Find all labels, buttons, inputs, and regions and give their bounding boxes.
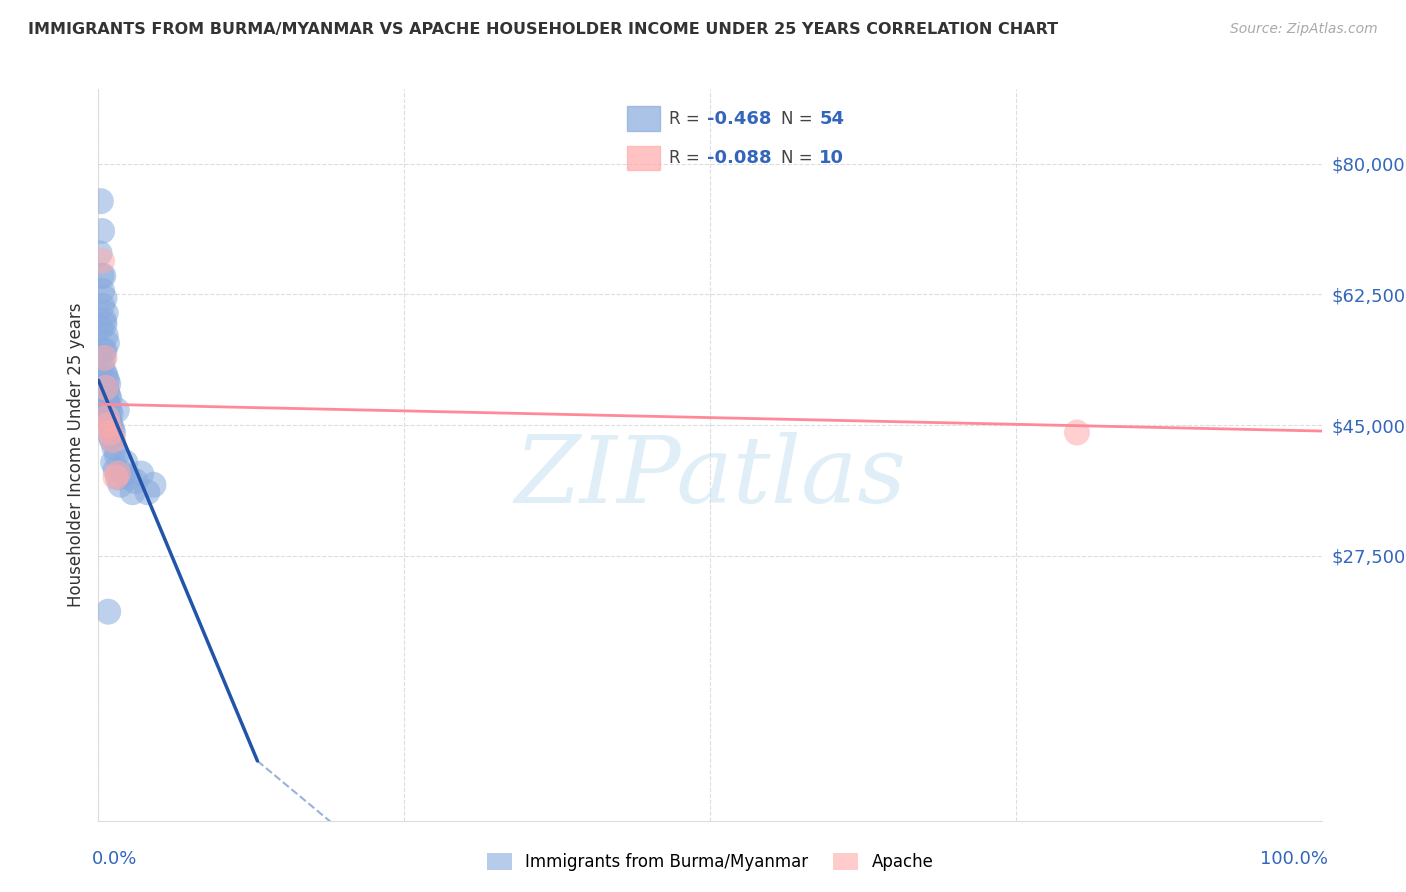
- Point: [97, 400, 120, 414]
- Point: [101, 433, 124, 447]
- Point: [94, 306, 117, 320]
- Point: [93, 351, 115, 365]
- Point: [96, 384, 118, 399]
- Point: [90, 268, 112, 283]
- Point: [93, 291, 115, 305]
- Text: N =: N =: [782, 110, 818, 128]
- Text: -0.468: -0.468: [707, 110, 772, 128]
- Text: 10: 10: [820, 149, 845, 167]
- Text: IMMIGRANTS FROM BURMA/MYANMAR VS APACHE HOUSEHOLDER INCOME UNDER 25 YEARS CORREL: IMMIGRANTS FROM BURMA/MYANMAR VS APACHE …: [28, 22, 1059, 37]
- Point: [98, 403, 121, 417]
- Point: [93, 313, 115, 327]
- Bar: [627, 145, 659, 170]
- Point: [124, 474, 146, 488]
- Text: -0.088: -0.088: [707, 149, 772, 167]
- Point: [100, 418, 122, 433]
- Point: [97, 377, 120, 392]
- Point: [91, 359, 114, 373]
- Point: [94, 369, 117, 384]
- Point: [98, 392, 121, 406]
- Text: R =: R =: [669, 149, 704, 167]
- Text: N =: N =: [782, 149, 818, 167]
- Point: [107, 467, 129, 481]
- Point: [91, 299, 114, 313]
- Point: [104, 463, 127, 477]
- Point: [101, 422, 124, 436]
- Point: [91, 343, 114, 358]
- Point: [105, 403, 128, 417]
- Point: [114, 455, 136, 469]
- Point: [93, 343, 115, 358]
- Point: [101, 433, 124, 447]
- Point: [97, 605, 120, 619]
- Text: Source: ZipAtlas.com: Source: ZipAtlas.com: [1230, 22, 1378, 37]
- Point: [96, 335, 118, 350]
- Point: [91, 284, 114, 298]
- Text: 54: 54: [820, 110, 845, 128]
- Point: [142, 477, 165, 491]
- Point: [111, 467, 134, 481]
- Point: [118, 470, 141, 484]
- Point: [89, 246, 111, 260]
- Point: [104, 470, 127, 484]
- Y-axis label: Householder Income Under 25 years: Householder Income Under 25 years: [66, 302, 84, 607]
- Point: [101, 425, 124, 440]
- Point: [100, 425, 122, 440]
- Bar: [627, 106, 659, 131]
- Point: [90, 194, 112, 209]
- Point: [1066, 425, 1088, 440]
- Point: [97, 388, 120, 402]
- Point: [100, 407, 122, 421]
- Text: 0.0%: 0.0%: [93, 850, 138, 868]
- Point: [96, 395, 118, 409]
- Point: [91, 351, 114, 365]
- Legend: Immigrants from Burma/Myanmar, Apache: Immigrants from Burma/Myanmar, Apache: [479, 847, 941, 878]
- Point: [96, 410, 118, 425]
- Point: [93, 318, 115, 332]
- Text: ZIPatlas: ZIPatlas: [515, 432, 905, 522]
- Text: 100.0%: 100.0%: [1260, 850, 1327, 868]
- Point: [98, 414, 121, 428]
- Point: [97, 410, 120, 425]
- Point: [129, 467, 152, 481]
- Point: [97, 418, 120, 433]
- Point: [136, 485, 159, 500]
- Point: [96, 373, 118, 387]
- Text: R =: R =: [669, 110, 704, 128]
- Point: [94, 381, 117, 395]
- Point: [91, 224, 114, 238]
- Point: [90, 321, 112, 335]
- Point: [121, 485, 143, 500]
- Point: [94, 381, 117, 395]
- Point: [94, 328, 117, 343]
- Point: [91, 268, 114, 283]
- Point: [103, 441, 125, 455]
- Point: [110, 477, 132, 491]
- Point: [100, 429, 122, 443]
- Point: [105, 448, 128, 462]
- Point: [93, 366, 115, 380]
- Point: [94, 381, 117, 395]
- Point: [101, 455, 124, 469]
- Point: [107, 470, 129, 484]
- Point: [91, 253, 114, 268]
